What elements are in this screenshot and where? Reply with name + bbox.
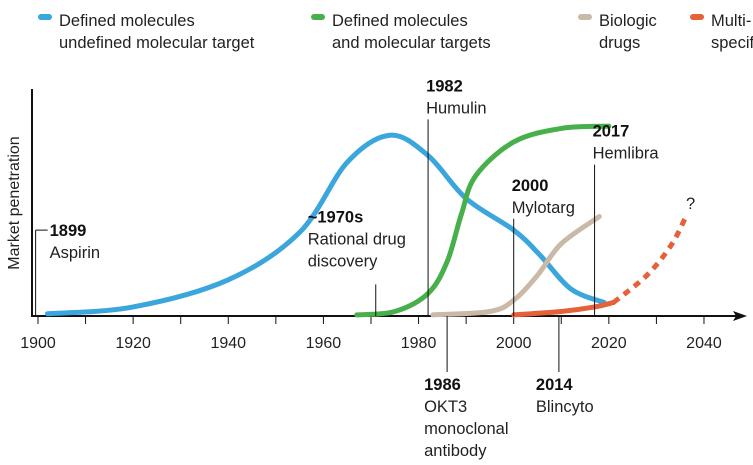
annotation-year: 1986 bbox=[424, 376, 461, 394]
x-tick-label: 1920 bbox=[115, 335, 151, 352]
legend-swatch bbox=[38, 14, 52, 20]
series-line-2 bbox=[354, 123, 612, 318]
legend-label: drugs bbox=[599, 34, 640, 52]
legend: Defined molecules undefined molecular tar… bbox=[38, 12, 753, 52]
x-tick-label: 2000 bbox=[496, 335, 532, 352]
annotations: 1899 Aspirin ~1970s Rational drug discovery 1… bbox=[35, 77, 695, 460]
series-line-4 bbox=[511, 299, 617, 318]
x-tick-label: 1980 bbox=[401, 335, 437, 352]
axes: Market penetration 1900 1920 1940 1960 1980 20… bbox=[6, 89, 747, 352]
y-axis-label: Market penetration bbox=[6, 136, 23, 269]
annotation-text: monoclonal bbox=[424, 420, 508, 438]
x-tick-label: 1900 bbox=[20, 335, 56, 352]
legend-swatch bbox=[311, 14, 325, 20]
legend-label: specificity bbox=[711, 34, 753, 52]
x-tick-label: 1940 bbox=[210, 335, 246, 352]
annotation-year: 1899 bbox=[50, 222, 87, 240]
annotation-text: antibody bbox=[424, 442, 487, 460]
annotation-year: 1982 bbox=[426, 77, 463, 95]
annotation-text: OKT3 bbox=[424, 398, 467, 416]
legend-label: Biologic bbox=[599, 12, 657, 30]
x-axis-arrow bbox=[733, 311, 747, 321]
annotation-text: Aspirin bbox=[50, 244, 100, 262]
annotation-text: Mylotarg bbox=[512, 199, 575, 217]
series-line-5 bbox=[612, 217, 688, 305]
annotation-text: Hemlibra bbox=[593, 145, 660, 163]
annotation-text: discovery bbox=[308, 252, 378, 270]
legend-label: Defined molecules bbox=[332, 12, 468, 30]
legend-label: Multi- bbox=[711, 12, 751, 30]
annotation-year: 2014 bbox=[536, 376, 574, 394]
series-line-3 bbox=[430, 214, 602, 318]
legend-swatch bbox=[578, 14, 592, 20]
annotation-year: ~1970s bbox=[308, 208, 364, 226]
legend-label: Defined molecules bbox=[59, 12, 195, 30]
legend-label: undefined molecular target bbox=[59, 34, 255, 52]
annotation-year: 2000 bbox=[512, 177, 549, 195]
annotation-text: Blincyto bbox=[536, 398, 594, 416]
annotation-text: Rational drug bbox=[308, 230, 406, 248]
x-tick-label: 1960 bbox=[306, 335, 342, 352]
series-lines bbox=[45, 123, 688, 318]
series-line-1 bbox=[45, 132, 607, 317]
x-tick-label: 2040 bbox=[686, 335, 722, 352]
legend-label: and molecular targets bbox=[332, 34, 491, 52]
legend-swatch bbox=[690, 14, 704, 20]
question-mark: ? bbox=[686, 195, 695, 213]
annotation-year: 2017 bbox=[593, 123, 630, 141]
annotation-text: Humulin bbox=[426, 99, 487, 117]
x-tick-label: 2020 bbox=[591, 335, 627, 352]
